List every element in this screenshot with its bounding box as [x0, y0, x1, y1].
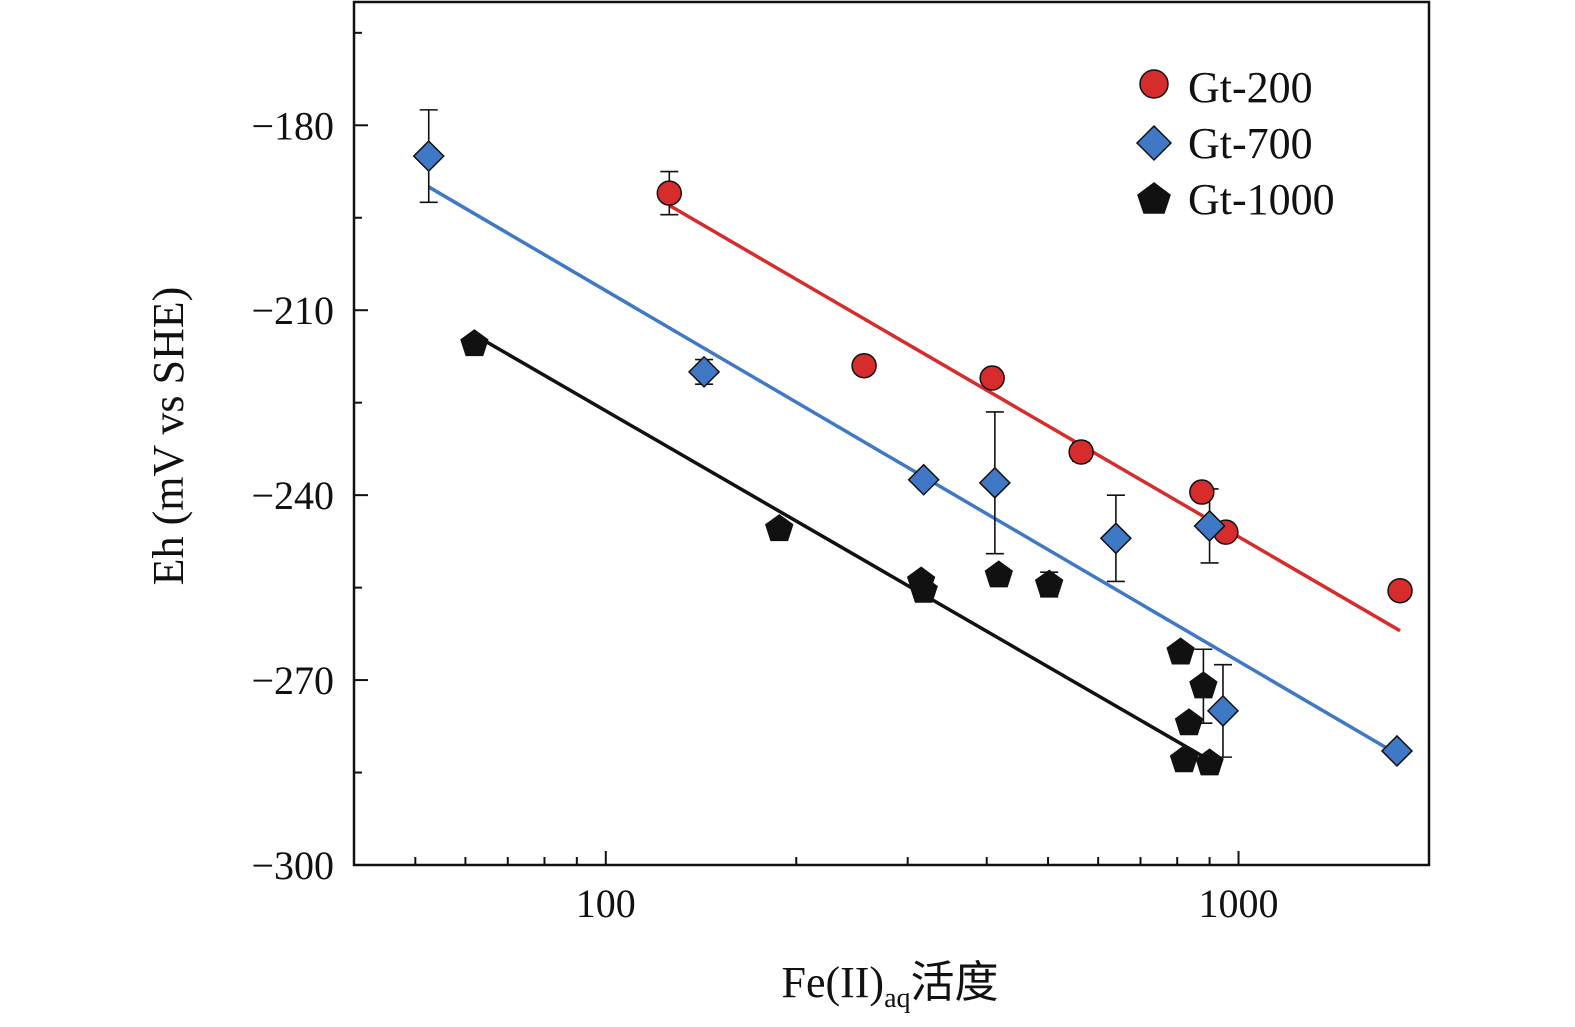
- data-point-gt-1000: [909, 575, 938, 603]
- x-tick-label: 1000: [1199, 881, 1279, 926]
- y-tick-label: −210: [251, 288, 334, 333]
- data-point-gt-200: [851, 352, 877, 379]
- legend-label-gt-200: Gt-200: [1188, 63, 1313, 112]
- plot-frame: [352, 0, 1431, 867]
- y-tick-label: −240: [251, 473, 334, 518]
- legend-marker-gt-700: [1135, 124, 1173, 162]
- data-point-gt-700: [1193, 509, 1226, 543]
- data-point-gt-700: [978, 466, 1011, 499]
- legend-item-gt-200: Gt-200: [1139, 63, 1313, 112]
- data-point-gt-200: [656, 180, 683, 206]
- fit-line-gt-1000: [473, 333, 1211, 762]
- data-point-gt-1000: [1034, 569, 1064, 597]
- data-point-gt-1000: [765, 514, 794, 542]
- x-axis-title-main: Fe(II): [781, 958, 884, 1007]
- x-axis-title: Fe(II)aq活度: [781, 958, 998, 1014]
- y-axis-title: Eh (mV vs SHE): [144, 287, 193, 586]
- x-axis-title-subscript: aq: [884, 983, 910, 1014]
- legend-label-gt-1000: Gt-1000: [1188, 175, 1335, 224]
- fit-lines: [427, 185, 1401, 762]
- legend-item-gt-700: Gt-700: [1135, 119, 1313, 168]
- data-point-gt-200: [1387, 577, 1413, 604]
- legend-item-gt-1000: Gt-1000: [1137, 175, 1335, 224]
- legend-marker-gt-1000: [1137, 182, 1171, 214]
- fit-line-gt-200: [668, 203, 1401, 633]
- data-point-gt-1000: [984, 560, 1013, 588]
- y-tick-label: −180: [251, 103, 334, 148]
- legend-marker-gt-200: [1139, 69, 1169, 99]
- data-point-gt-1000: [1195, 748, 1224, 776]
- data-point-gt-200: [979, 365, 1005, 391]
- data-point-gt-1000: [460, 329, 489, 357]
- data-point-gt-700: [1380, 734, 1414, 768]
- x-axis-title-suffix: 活度: [911, 958, 999, 1007]
- data-point-gt-700: [907, 463, 940, 496]
- data-point-gt-1000: [1174, 708, 1204, 736]
- data-point-gt-700: [1206, 694, 1240, 727]
- x-axis: 100 1000: [353, 851, 1430, 926]
- y-tick-label: −300: [251, 843, 334, 888]
- data-point-gt-700: [1099, 522, 1132, 555]
- data-point-gt-200: [1189, 479, 1215, 505]
- y-axis: −180 −210 −240 −270 −300: [251, 31, 368, 888]
- x-tick-label: 100: [576, 881, 636, 926]
- data-point-gt-200: [1068, 439, 1094, 465]
- legend: Gt-200 Gt-700 Gt-1000: [1135, 63, 1335, 224]
- data-point-gt-700: [412, 140, 445, 173]
- data-point-gt-1000: [1166, 637, 1195, 665]
- fit-line-gt-700: [427, 185, 1398, 756]
- legend-label-gt-700: Gt-700: [1188, 119, 1313, 168]
- data-point-gt-1000: [1169, 745, 1199, 773]
- y-tick-label: −270: [251, 658, 334, 703]
- data-point-gt-700: [688, 355, 721, 388]
- data-points: [412, 140, 1414, 776]
- data-point-gt-1000: [1189, 671, 1218, 699]
